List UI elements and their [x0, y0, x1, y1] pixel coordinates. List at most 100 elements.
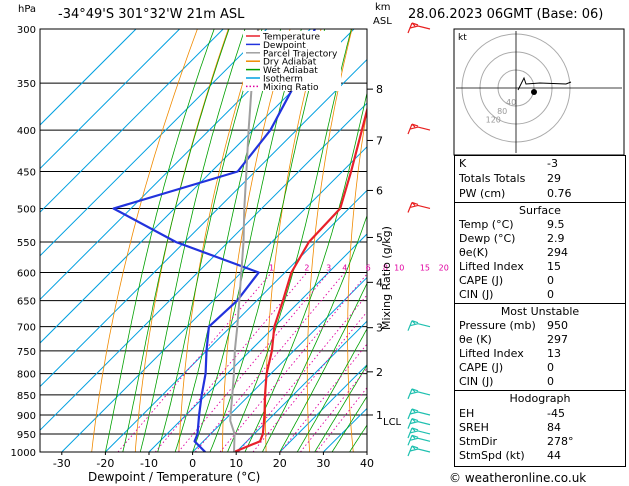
- pressure-tick-label: 950: [17, 430, 36, 441]
- isotherm-line: [40, 29, 355, 344]
- mixing-ratio-line: [219, 273, 367, 452]
- parcel-trajectory-line: [229, 29, 260, 452]
- km-unit-label: km: [375, 2, 391, 13]
- dry-adiabat-line: [91, 29, 198, 452]
- asl-unit-label: ASL: [373, 16, 392, 27]
- isotherm-line: [40, 29, 180, 170]
- most-unstable-row: Pressure (mb) 950: [459, 319, 568, 332]
- temperature-line: [233, 105, 367, 452]
- temp-tick-label: 30: [316, 457, 330, 470]
- isotherm-line: [61, 146, 367, 452]
- index-row: Totals Totals 29: [459, 172, 561, 185]
- isotherm-line: [40, 29, 137, 126]
- wind-barb: [407, 123, 431, 135]
- mixing-ratio-line: [238, 294, 367, 452]
- indices-table: K -3 Totals Totals 29 PW (cm) 0.76: [454, 155, 626, 205]
- wet-adiabat-line: [139, 29, 246, 452]
- mixing-ratio-line: [279, 343, 367, 452]
- most-unstable-row: CAPE (J) 0: [459, 361, 554, 374]
- pressure-tick-label: 650: [17, 297, 36, 308]
- dewpoint-line: [112, 29, 316, 452]
- isotherm-line: [40, 29, 224, 213]
- mixing-ratio-line: [300, 367, 367, 452]
- hodograph-ring-label: 40: [506, 98, 516, 107]
- dry-adiabat-line: [134, 29, 229, 452]
- pressure-tick-label: 850: [17, 391, 36, 402]
- surface-table: Surface Temp (°C) 9.5 Dewp (°C) 2.9 θe(K) 2…: [454, 202, 626, 306]
- dry-adiabat-line: [347, 108, 367, 452]
- isotherm-line: [235, 320, 367, 452]
- wind-barb: [407, 427, 431, 439]
- pressure-tick-label: 300: [17, 25, 36, 36]
- wind-barb: [407, 408, 431, 420]
- temp-tick-label: -20: [96, 457, 114, 470]
- hodograph-row: StmSpd (kt) 44: [459, 449, 561, 462]
- pressure-tick-label: 500: [17, 204, 36, 215]
- pressure-tick-label: 400: [17, 126, 36, 137]
- wind-barb: [407, 388, 431, 400]
- wind-barb: [407, 418, 431, 429]
- isotherm-line: [148, 233, 367, 452]
- surface-row: CAPE (J) 0: [459, 274, 554, 287]
- wet-adiabat-line: [262, 214, 367, 452]
- mixing-ratio-tick-label: 10: [394, 264, 404, 273]
- hodograph-row: StmDir 278°: [459, 435, 574, 448]
- wet-adiabat-line: [279, 282, 367, 452]
- most-unstable-row: θe (K) 297: [459, 333, 568, 346]
- plot-frame: [39, 28, 368, 453]
- temp-tick-label: 10: [229, 457, 243, 470]
- pressure-tick-label: 600: [17, 269, 36, 280]
- legend-label: Mixing Ratio: [263, 83, 319, 93]
- km-tick-label: 1: [376, 409, 383, 422]
- pressure-tick-label: 350: [17, 79, 36, 90]
- hodograph-ring-label: 120: [486, 116, 501, 125]
- most-unstable-title: Most Unstable: [500, 305, 580, 318]
- km-tick-label: 7: [376, 134, 383, 147]
- km-tick-label: 4: [376, 276, 383, 289]
- mixing-ratio-tick-label: 4: [342, 264, 347, 273]
- mixing-ratio-tick-label: 1: [269, 264, 274, 273]
- legend-label: Parcel Trajectory: [263, 49, 338, 59]
- km-tick-label: 8: [376, 83, 383, 96]
- temp-tick-label: 20: [273, 457, 287, 470]
- pressure-unit-label: hPa: [18, 4, 37, 15]
- wind-barb: [407, 201, 431, 213]
- index-row: PW (cm) 0.76: [459, 187, 572, 200]
- isotherm-line: [279, 364, 367, 452]
- mixing-ratio-line: [194, 272, 346, 452]
- index-row: K -3: [459, 157, 558, 170]
- surface-row: CIN (J) 0: [459, 288, 554, 301]
- legend-label: Dewpoint: [263, 41, 306, 51]
- wind-barb: [407, 22, 431, 34]
- mixing-ratio-tick-label: 6: [366, 264, 371, 273]
- temp-tick-label: 0: [189, 457, 196, 470]
- hodograph-table: Hodograph EH -45 SREH 84 StmDir 278° StmSpd…: [454, 390, 626, 467]
- location-title: -34°49'S 301°32'W 21m ASL: [58, 7, 245, 22]
- hodograph-row: SREH 84: [459, 421, 561, 434]
- pressure-tick-label: 800: [17, 370, 36, 381]
- mixing-ratio-tick-label: 20: [439, 264, 449, 273]
- isotherm-line: [40, 29, 268, 257]
- pressure-tick-label: 550: [17, 238, 36, 249]
- mixing-ratio-tick-label: 2: [304, 264, 309, 273]
- surface-row: Temp (°C) 9.5: [459, 218, 565, 231]
- legend-label: Dry Adiabat: [263, 58, 317, 68]
- lcl-label: LCL: [383, 417, 402, 428]
- wet-adiabat-line: [331, 395, 367, 452]
- wet-adiabat-line: [209, 29, 326, 452]
- dry-adiabat-line: [178, 29, 260, 452]
- pressure-tick-label: 450: [17, 167, 36, 178]
- wet-adiabat-line: [122, 29, 230, 452]
- surface-row: θe(K) 294: [459, 246, 568, 259]
- pressure-tick-label: 700: [17, 323, 36, 334]
- wet-adiabat-line: [227, 29, 352, 452]
- dry-adiabat-line: [425, 29, 445, 452]
- hodograph-trace: [517, 76, 572, 91]
- credit-text: © weatheronline.co.uk: [449, 471, 587, 485]
- temp-tick-label: -10: [140, 457, 158, 470]
- wet-adiabat-line: [296, 328, 367, 452]
- hodograph-row: EH -45: [459, 407, 565, 420]
- datetime-title: 28.06.2023 06GMT (Base: 06): [408, 7, 604, 22]
- km-tick-label: 5: [376, 231, 383, 244]
